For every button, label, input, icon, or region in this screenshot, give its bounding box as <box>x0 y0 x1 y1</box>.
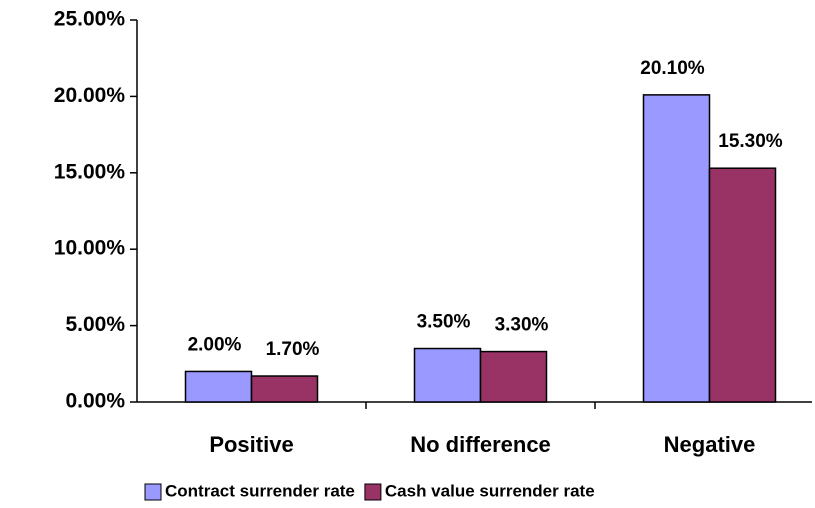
value-label: 1.70% <box>266 339 320 360</box>
bar <box>479 350 548 403</box>
legend-label: Contract surrender rate <box>165 481 355 500</box>
y-tick-label: 15.00% <box>54 160 126 183</box>
bar <box>708 167 777 403</box>
y-tick-label: 0.00% <box>65 390 125 413</box>
value-label: 3.30% <box>495 315 549 336</box>
bar <box>250 375 319 403</box>
x-tick-label: Negative <box>664 432 756 457</box>
value-label: 2.00% <box>188 334 242 355</box>
y-tick-label: 20.00% <box>54 84 126 107</box>
legend-swatch <box>364 483 382 501</box>
bar <box>642 94 711 403</box>
value-label: 15.30% <box>718 131 783 152</box>
value-label: 20.10% <box>640 58 705 79</box>
y-tick-label: 10.00% <box>54 237 126 260</box>
legend-label: Cash value surrender rate <box>385 481 595 500</box>
y-tick-label: 5.00% <box>65 313 125 336</box>
bar <box>184 370 253 403</box>
bar <box>413 347 482 403</box>
x-tick-label: Positive <box>209 432 293 457</box>
y-tick-label: 25.00% <box>54 8 126 31</box>
x-tick-label: No difference <box>410 432 551 457</box>
legend-swatch <box>144 483 162 501</box>
value-label: 3.50% <box>417 312 471 333</box>
